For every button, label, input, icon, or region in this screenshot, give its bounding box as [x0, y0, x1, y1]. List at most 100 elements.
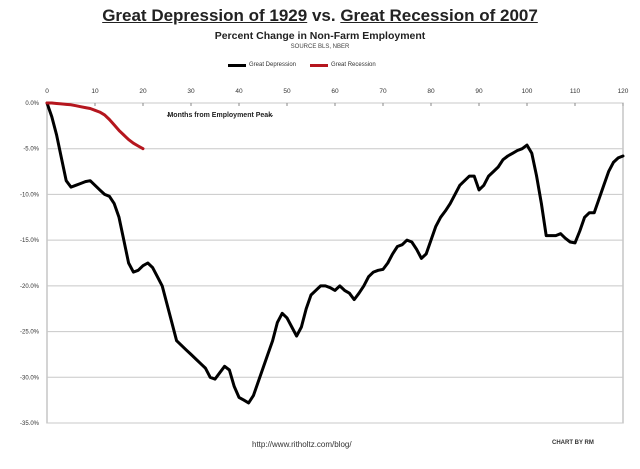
- data-point-great-depression: [516, 149, 519, 152]
- y-tick-label: -25.0%: [20, 330, 40, 336]
- data-point-great-depression: [405, 238, 409, 242]
- data-point-great-recession: [113, 123, 116, 127]
- data-point-great-recession: [98, 110, 102, 114]
- data-point-great-recession: [103, 113, 106, 117]
- data-point-great-depression: [434, 225, 437, 228]
- title-vs: vs.: [311, 6, 336, 25]
- right-arrow: →: [266, 109, 275, 119]
- x-tick-label: 60: [331, 88, 339, 95]
- chart-subtitle: Percent Change in Non-Farm Employment: [214, 30, 426, 42]
- x-tick-label: 10: [91, 88, 99, 95]
- data-point-great-recession: [89, 107, 92, 110]
- data-point-great-depression: [559, 232, 562, 235]
- data-point-great-depression: [429, 238, 433, 242]
- data-point-great-depression: [501, 158, 505, 161]
- data-point-great-depression: [300, 325, 303, 329]
- legend-item-recession: Great Recession: [310, 62, 376, 68]
- annotation-label: Months from Employment Peak: [167, 112, 272, 119]
- data-point-great-depression: [50, 115, 53, 118]
- data-point-great-depression: [477, 188, 481, 192]
- data-point-great-depression: [93, 184, 97, 187]
- data-point-great-recession: [108, 118, 111, 121]
- data-point-great-depression: [487, 174, 490, 178]
- data-point-great-depression: [444, 209, 447, 213]
- left-arrow: ←: [165, 109, 174, 119]
- data-point-great-depression: [233, 385, 236, 388]
- data-point-great-depression: [156, 275, 159, 278]
- data-point-great-depression: [271, 339, 274, 342]
- data-point-great-recession: [74, 104, 78, 107]
- x-tick-label: 70: [379, 88, 387, 95]
- data-point-great-depression: [185, 348, 188, 352]
- x-tick-label: 110: [570, 88, 581, 95]
- data-point-great-depression: [98, 188, 102, 192]
- data-point-great-recession: [79, 105, 82, 108]
- data-point-great-depression: [189, 353, 193, 356]
- data-point-great-depression: [319, 284, 322, 288]
- data-point-great-depression: [69, 185, 73, 189]
- chart-title: Great Depression of 1929 vs. Great Reces…: [0, 6, 640, 26]
- data-point-great-depression: [194, 357, 197, 361]
- data-point-great-depression: [117, 216, 121, 219]
- data-point-great-depression: [578, 229, 581, 233]
- data-point-great-depression: [261, 366, 265, 370]
- data-point-great-depression: [113, 202, 116, 205]
- data-point-great-depression: [372, 270, 375, 274]
- data-point-great-depression: [353, 298, 356, 301]
- data-point-great-depression: [545, 234, 548, 237]
- data-point-great-recession: [55, 102, 58, 105]
- x-tick-label: 40: [235, 88, 243, 95]
- data-point-great-depression: [55, 133, 58, 137]
- plot-frame: [46, 102, 624, 424]
- data-point-great-depression: [74, 184, 78, 187]
- data-point-great-depression: [612, 161, 615, 164]
- data-point-great-depression: [137, 269, 140, 272]
- data-point-great-depression: [329, 286, 332, 289]
- data-point-great-depression: [108, 195, 111, 198]
- data-point-great-recession: [127, 138, 130, 141]
- data-point-great-recession: [141, 147, 145, 150]
- data-point-great-depression: [132, 270, 135, 274]
- data-point-great-depression: [79, 182, 82, 185]
- data-point-great-depression: [535, 174, 538, 178]
- data-point-great-depression: [492, 170, 495, 173]
- data-point-great-depression: [602, 184, 605, 187]
- data-point-great-depression: [391, 252, 394, 256]
- data-point-great-depression: [497, 165, 500, 169]
- data-point-great-depression: [204, 366, 207, 370]
- data-point-great-depression: [60, 156, 63, 160]
- x-tick-label: 0: [45, 88, 49, 95]
- y-tick-label: -30.0%: [20, 375, 40, 381]
- data-point-great-depression: [103, 193, 106, 196]
- data-point-great-depression: [425, 252, 428, 256]
- data-point-great-depression: [449, 202, 452, 205]
- y-tick-label: 0.0%: [25, 101, 39, 107]
- y-tick-label: -20.0%: [20, 284, 40, 290]
- x-tick-label: 50: [283, 88, 291, 95]
- legend-swatch-recession: [310, 63, 329, 67]
- x-tick-label: 120: [618, 88, 629, 95]
- y-tick-label: -35.0%: [20, 421, 40, 427]
- data-point-great-depression: [338, 284, 341, 288]
- data-point-great-depression: [554, 234, 557, 237]
- data-point-great-recession: [93, 109, 97, 112]
- data-point-great-depression: [463, 179, 466, 182]
- data-point-great-depression: [607, 170, 610, 173]
- data-point-great-depression: [396, 245, 399, 248]
- data-point-great-depression: [141, 264, 145, 267]
- data-point-great-depression: [401, 243, 404, 246]
- data-point-great-depression: [65, 179, 68, 182]
- chart-source: SOURCE BLS, NBER: [290, 44, 350, 50]
- data-point-great-depression: [237, 396, 241, 399]
- data-point-great-depression: [228, 368, 231, 372]
- data-point-great-depression: [362, 284, 365, 288]
- x-tick-label: 20: [139, 88, 147, 95]
- data-point-great-recession: [122, 133, 126, 137]
- legend-item-depression: Great Depression: [228, 62, 296, 68]
- data-point-great-depression: [521, 147, 524, 150]
- data-point-great-depression: [252, 394, 255, 397]
- data-point-great-depression: [285, 316, 289, 320]
- data-point-great-depression: [89, 179, 92, 182]
- data-point-great-depression: [549, 234, 553, 237]
- data-point-great-depression: [247, 401, 250, 405]
